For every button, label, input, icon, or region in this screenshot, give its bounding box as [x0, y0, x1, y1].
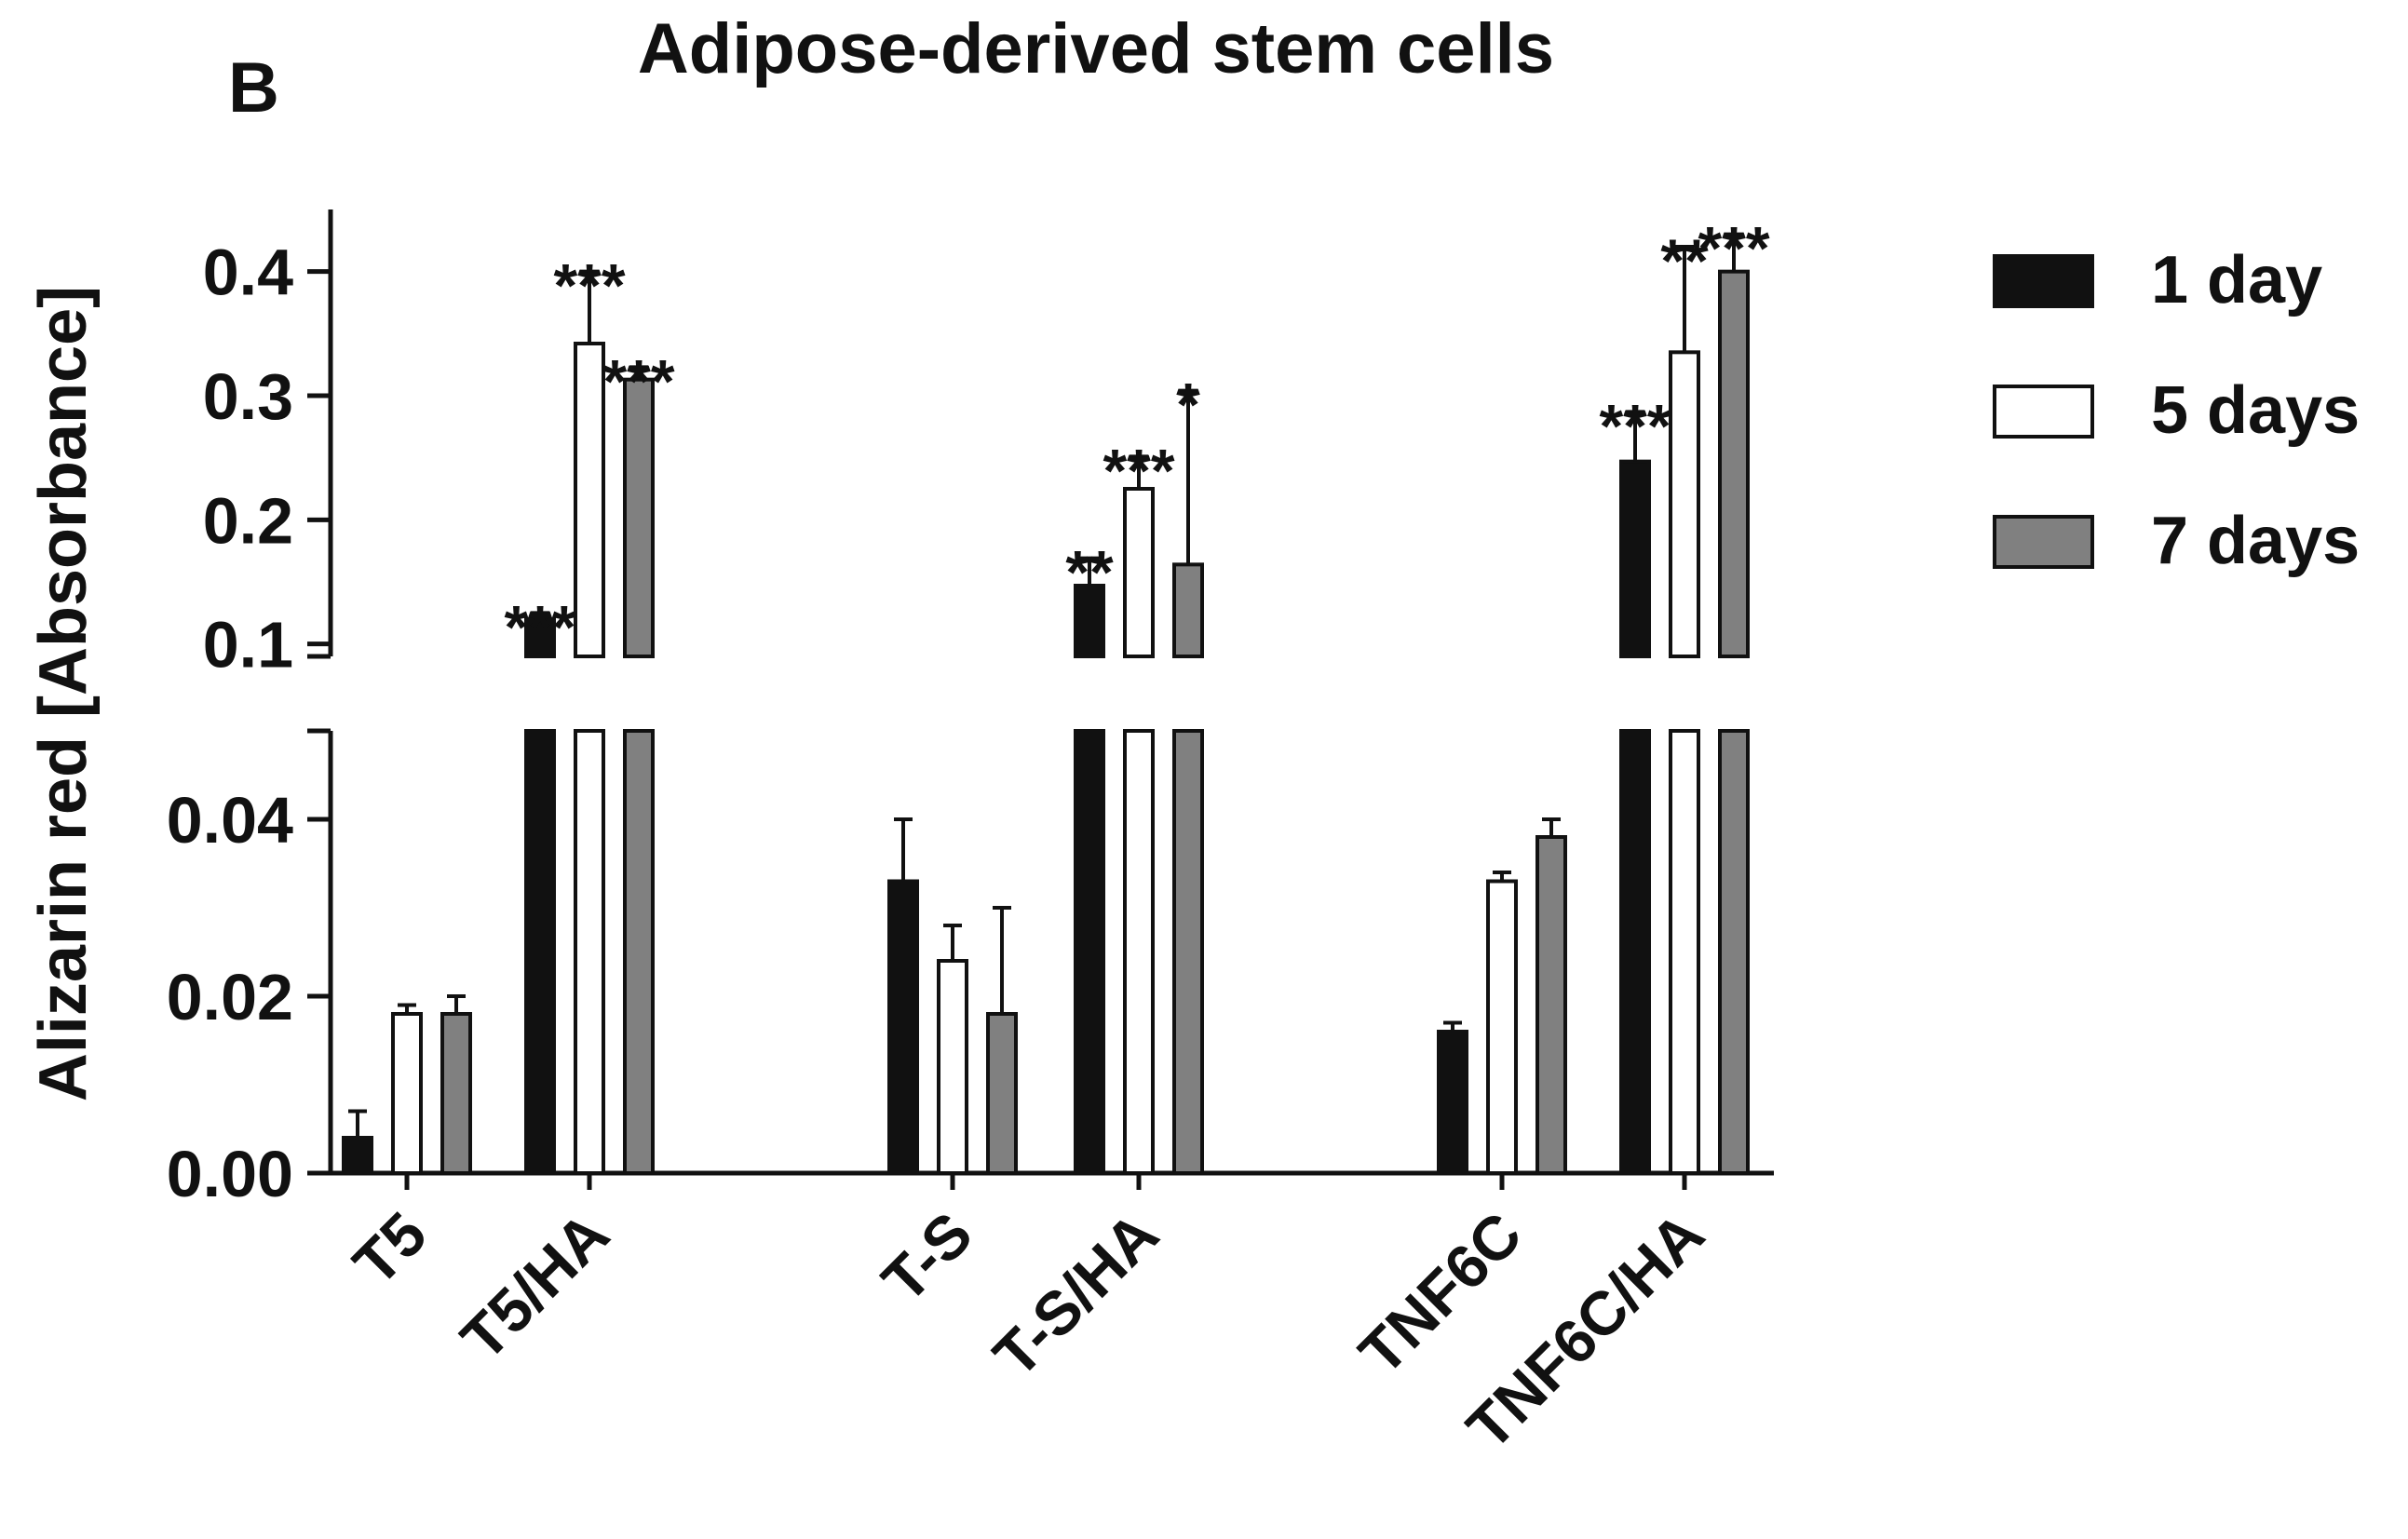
y-tick-label: 0.4	[203, 236, 293, 309]
legend: 1 day 5 days 7 days	[1993, 243, 2360, 578]
chart-title: Adipose-derived stem cells	[638, 9, 1554, 88]
legend-label: 5 days	[2151, 373, 2360, 448]
y-tick-label: 0.02	[167, 961, 293, 1033]
legend-swatch	[1993, 254, 2094, 308]
legend-label: 1 day	[2151, 243, 2322, 317]
significance-label: **	[1065, 538, 1114, 607]
x-tick-label: T-S/HA	[981, 1199, 1171, 1390]
bar	[440, 1012, 472, 1175]
bar	[1123, 487, 1155, 658]
bar	[1669, 729, 1700, 1175]
x-tick-label: T5	[340, 1199, 440, 1299]
bar	[1619, 459, 1651, 658]
significance-label: ***	[1103, 436, 1174, 505]
bar	[391, 1012, 423, 1175]
bar	[524, 617, 556, 658]
significance-label: ***	[602, 346, 674, 415]
significance-label: *	[1176, 371, 1200, 439]
bar	[1718, 729, 1750, 1175]
axes: 0.00 0.02 0.04 0.1 0.2 0.3 0.4	[167, 209, 1774, 1210]
bar	[342, 1136, 373, 1175]
bar	[574, 342, 605, 658]
significance-label: ***	[553, 251, 625, 320]
bar	[1718, 269, 1750, 658]
bar	[574, 729, 605, 1175]
x-tick-label: T-S	[869, 1199, 985, 1316]
bar	[1074, 584, 1105, 658]
bar	[1486, 879, 1518, 1175]
x-tick-label: TNF6C	[1346, 1199, 1535, 1388]
bar	[1437, 1030, 1468, 1175]
bar	[937, 959, 968, 1175]
bar	[1074, 729, 1105, 1175]
bar	[1172, 729, 1204, 1175]
bar	[1669, 350, 1700, 658]
x-tick-label: T5/HA	[448, 1199, 622, 1373]
bars: *************** ********	[342, 214, 1770, 1175]
bar	[1619, 729, 1651, 1175]
significance-label: **	[1660, 226, 1709, 295]
bar	[887, 879, 919, 1175]
bar	[1123, 729, 1155, 1175]
bar	[1535, 835, 1567, 1175]
legend-label: 7 days	[2151, 504, 2360, 578]
panel-label: B	[228, 48, 279, 128]
bar	[1172, 562, 1204, 658]
y-tick-label: 0.1	[203, 609, 293, 682]
y-axis-label: Alizarin red [Absorbance]	[26, 286, 101, 1101]
significance-label: ***	[504, 592, 575, 661]
legend-swatch	[1993, 515, 2094, 569]
legend-swatch	[1993, 385, 2094, 439]
significance-label: ***	[1599, 391, 1671, 460]
y-tick-label: 0.04	[167, 784, 293, 857]
bar	[623, 729, 655, 1175]
significance-label: ***	[1698, 214, 1769, 283]
bar	[623, 377, 655, 658]
y-tick-label: 0.2	[203, 484, 293, 557]
y-tick-label: 0.3	[203, 360, 293, 433]
bar	[524, 729, 556, 1175]
y-tick-label: 0.00	[167, 1138, 293, 1210]
bar	[986, 1012, 1018, 1175]
